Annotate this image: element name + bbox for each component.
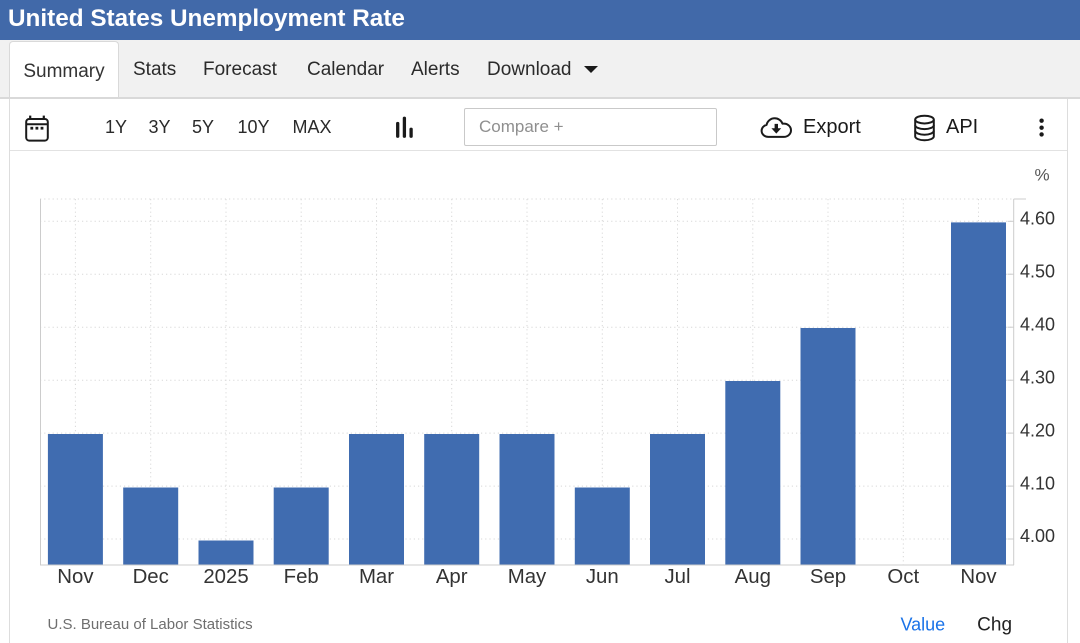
svg-text:4.50: 4.50 — [1020, 261, 1055, 281]
svg-text:Oct: Oct — [887, 566, 919, 588]
svg-text:Feb: Feb — [284, 566, 319, 588]
svg-text:Mar: Mar — [359, 566, 394, 588]
svg-text:U.S. Bureau of Labor Statistic: U.S. Bureau of Labor Statistics — [48, 616, 253, 633]
svg-text:Value: Value — [900, 615, 945, 635]
svg-text:4.40: 4.40 — [1020, 314, 1055, 334]
svg-text:Nov: Nov — [57, 566, 94, 588]
svg-text:%: % — [1034, 166, 1049, 185]
svg-text:4.10: 4.10 — [1020, 473, 1055, 493]
svg-text:2025: 2025 — [203, 566, 248, 588]
svg-text:May: May — [508, 566, 547, 588]
svg-text:4.30: 4.30 — [1020, 367, 1055, 387]
svg-text:Sep: Sep — [810, 566, 846, 588]
svg-text:4.00: 4.00 — [1020, 526, 1055, 546]
svg-text:Jun: Jun — [586, 566, 619, 588]
svg-text:Dec: Dec — [133, 566, 169, 588]
svg-text:Apr: Apr — [436, 566, 468, 588]
svg-text:Nov: Nov — [960, 566, 997, 588]
svg-text:4.60: 4.60 — [1020, 209, 1055, 229]
svg-text:Jul: Jul — [664, 566, 690, 588]
svg-text:Chg: Chg — [977, 615, 1012, 636]
svg-text:Aug: Aug — [735, 566, 771, 588]
svg-text:4.20: 4.20 — [1020, 420, 1055, 440]
